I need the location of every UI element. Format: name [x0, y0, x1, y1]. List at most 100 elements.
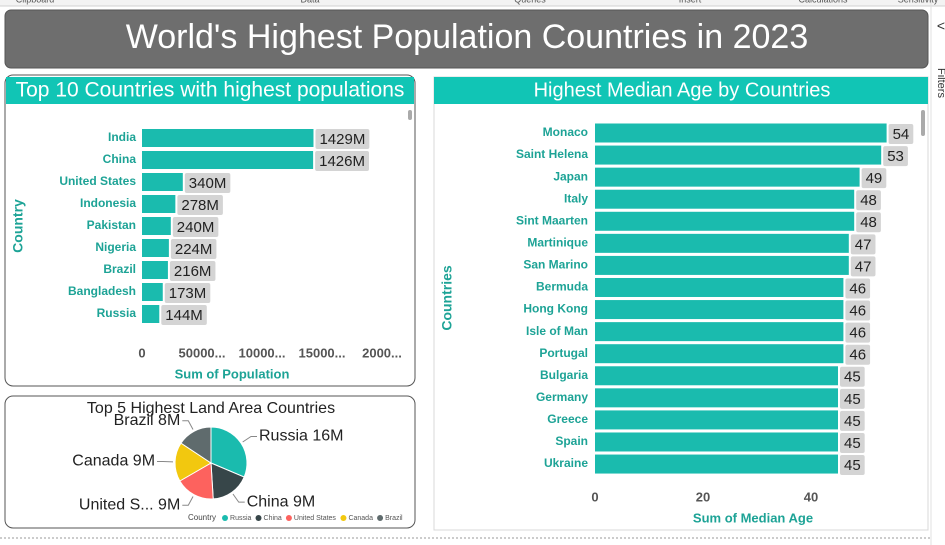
- ribbon-label: Calculations: [798, 0, 848, 4]
- value-label-bg: [840, 432, 865, 453]
- value-label: 1429M: [319, 131, 365, 148]
- value-label: 54: [893, 126, 910, 143]
- y-tick-label: Bulgaria: [540, 368, 588, 382]
- ribbon-label: Insert: [679, 0, 702, 4]
- legend-swatch: [255, 515, 262, 521]
- value-label: 240M: [177, 219, 215, 236]
- pie-slice: [210, 426, 248, 478]
- legend-label: Canada: [348, 515, 373, 522]
- legend-label: Brazil: [385, 515, 403, 522]
- y-tick-label: Italy: [564, 191, 588, 205]
- leader-line: [182, 496, 194, 506]
- scrollbar[interactable]: [921, 110, 925, 136]
- value-label-bg: [856, 212, 881, 233]
- leader-line: [182, 420, 194, 430]
- x-axis-title: Sum of Median Age: [693, 510, 813, 525]
- chart-title: Top 10 Countries with highest population…: [16, 79, 405, 102]
- bar: [595, 410, 838, 430]
- value-label: 49: [866, 170, 883, 187]
- bar: [595, 167, 860, 187]
- y-tick-label: Greece: [547, 412, 588, 426]
- bar: [595, 277, 844, 297]
- value-label-bg: [840, 410, 865, 431]
- data-label: Russia 16M: [259, 428, 343, 445]
- x-tick-label: 20: [696, 489, 710, 504]
- value-label: 47: [855, 236, 872, 253]
- y-tick-label: India: [108, 130, 136, 144]
- collapse-icon[interactable]: <: [937, 18, 945, 34]
- data-label: Brazil 8M: [114, 412, 181, 429]
- bar: [142, 305, 160, 323]
- filters-label[interactable]: Filters: [935, 68, 945, 98]
- title-banner: [4, 9, 929, 69]
- bar: [595, 189, 855, 209]
- legend-label: China: [264, 515, 282, 522]
- panel-header: [6, 77, 414, 104]
- y-tick-label: Portugal: [539, 346, 588, 360]
- value-label-bg: [883, 146, 908, 167]
- dashboard-title: World's Highest Population Countries in …: [126, 18, 808, 56]
- value-label-bg: [850, 234, 876, 255]
- bar: [142, 173, 183, 191]
- value-label-bg: [845, 278, 871, 299]
- y-axis-title: Countries: [439, 265, 455, 331]
- bar: [595, 145, 882, 165]
- y-tick-label: San Marino: [523, 258, 588, 272]
- y-tick-label: China: [103, 152, 137, 166]
- value-label-bg: [315, 151, 369, 171]
- y-tick-label: Hong Kong: [523, 302, 588, 316]
- value-label-bg: [856, 190, 881, 211]
- value-label-bg: [850, 256, 876, 277]
- value-label-bg: [172, 217, 219, 237]
- value-label: 47: [855, 258, 872, 275]
- x-tick-label: 10000...: [239, 345, 286, 360]
- data-label: Canada 9M: [72, 453, 155, 470]
- legend-swatch: [222, 515, 229, 521]
- legend-swatch: [285, 515, 292, 521]
- legend-swatch: [377, 515, 384, 521]
- data-label: United S... 9M: [79, 497, 180, 514]
- bar: [595, 432, 838, 452]
- y-tick-label: Bangladesh: [68, 284, 136, 298]
- y-tick-label: Ukraine: [544, 456, 588, 470]
- y-tick-label: Brazil: [103, 262, 136, 276]
- y-tick-label: Spain: [555, 434, 588, 448]
- y-tick-label: United States: [59, 174, 136, 188]
- y-tick-label: Japan: [553, 169, 588, 183]
- x-tick-label: 2000...: [362, 345, 402, 360]
- value-label-bg: [840, 455, 865, 476]
- value-label: 45: [844, 457, 861, 474]
- bar: [142, 195, 176, 213]
- bar: [595, 233, 849, 253]
- bar: [595, 366, 838, 386]
- value-label: 46: [849, 303, 866, 320]
- y-tick-label: Russia: [97, 306, 137, 320]
- value-label-bg: [840, 388, 865, 409]
- bar: [142, 151, 314, 169]
- value-label: 216M: [174, 263, 212, 280]
- y-tick-label: Germany: [536, 390, 588, 404]
- legend-title: Country: [188, 513, 216, 522]
- value-label: 45: [844, 435, 861, 452]
- bar: [142, 217, 171, 235]
- leader-line: [242, 435, 258, 443]
- value-label-bg: [164, 283, 211, 303]
- panel-header: [434, 77, 928, 104]
- value-label-bg: [170, 239, 217, 259]
- ribbon-label: Sensitivity: [898, 0, 939, 4]
- value-label: 53: [887, 148, 904, 165]
- y-tick-label: Indonesia: [80, 196, 136, 210]
- pie-slice: [180, 426, 212, 464]
- scrollbar[interactable]: [408, 110, 412, 120]
- value-label-bg: [845, 322, 871, 343]
- value-label: 48: [860, 192, 877, 209]
- bar: [595, 344, 844, 364]
- value-label: 340M: [189, 175, 227, 192]
- value-label-bg: [888, 124, 914, 144]
- x-tick-label: 50000...: [179, 345, 226, 360]
- y-tick-label: Isle of Man: [526, 324, 588, 338]
- value-label: 1426M: [319, 153, 365, 170]
- data-label: China 9M: [247, 493, 315, 510]
